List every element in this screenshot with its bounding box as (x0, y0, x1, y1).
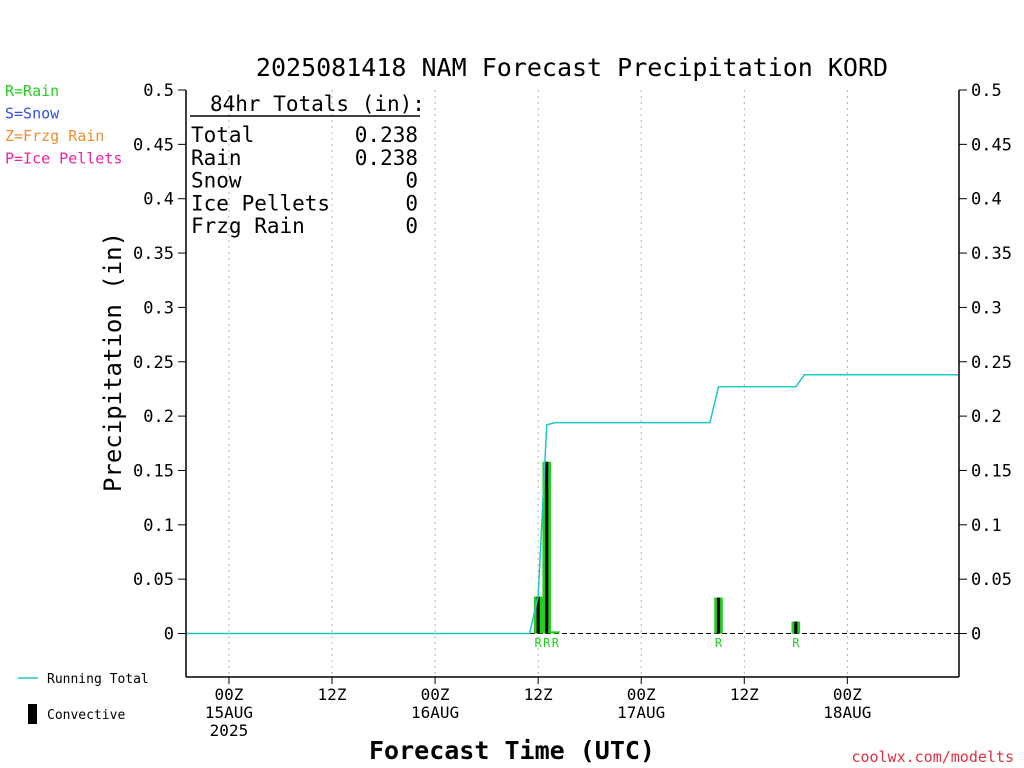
convective-bar (716, 597, 721, 634)
y-tick-label-right: 0.35 (971, 244, 1012, 264)
y-tick-label-right: 0.1 (971, 516, 1002, 536)
y-tick-label-right: 0.3 (971, 298, 1002, 318)
y-tick-label-right: 0.5 (971, 81, 1002, 101)
x-axis-label: Forecast Time (UTC) (369, 736, 655, 765)
x-tick-label: 18AUG (823, 703, 871, 722)
y-tick-label-left: 0.2 (143, 407, 174, 427)
y-tick-label-right: 0.4 (971, 190, 1002, 210)
ptype-legend-item: S=Snow (5, 105, 60, 123)
y-tick-label-right: 0.15 (971, 461, 1012, 481)
totals-row-label: Total (191, 123, 254, 147)
x-tick-label: 17AUG (617, 703, 665, 722)
x-tick-label: 00Z (421, 685, 450, 704)
x-tick-label: 00Z (214, 685, 243, 704)
legend-label: Convective (47, 708, 125, 723)
ptype-marker: R (543, 636, 551, 650)
y-tick-label-right: 0.2 (971, 407, 1002, 427)
convective-bar (545, 461, 549, 634)
x-tick-label: 00Z (833, 685, 862, 704)
axes-layer: 0 00.05 0.050.1 0.10.15 0.150.2 0.20.25 0.250.… (133, 81, 1012, 740)
y-tick-label-right: 0.25 (971, 353, 1012, 373)
legend-label: Running Total (47, 672, 149, 687)
y-tick-label-left: 0.1 (143, 516, 174, 536)
convective-bar (536, 596, 540, 634)
ptype-marker: R (792, 636, 800, 650)
totals-row-value: 0.238 (355, 146, 418, 170)
x-tick-label: 2025 (210, 721, 249, 740)
ptype-marker: R (535, 636, 543, 650)
totals-row-label: Rain (191, 146, 242, 170)
x-tick-label: 12Z (730, 685, 759, 704)
y-tick-label-right: 0.05 (971, 570, 1012, 590)
ptype-legend-item: P=Ice Pellets (5, 150, 122, 168)
totals-row-value: 0 (405, 191, 418, 215)
y-tick-label-left: 0.5 (143, 81, 174, 101)
ptype-legend-item: R=Rain (5, 82, 59, 100)
y-tick-label-left: 0.15 (133, 461, 174, 481)
y-tick-label-right: 0 (971, 625, 981, 645)
totals-row-label: Ice Pellets (191, 191, 330, 215)
x-tick-label: 12Z (318, 685, 347, 704)
credit-text: coolwx.com/modelts (851, 748, 1014, 766)
chart-title: 2025081418 NAM Forecast Precipitation KO… (256, 53, 888, 82)
x-tick-label: 00Z (627, 685, 656, 704)
y-tick-label-left: 0 (164, 625, 174, 645)
rain-bar (551, 631, 560, 634)
y-tick-label-left: 0.25 (133, 353, 174, 373)
totals-header: 84hr Totals (in): (210, 92, 425, 116)
totals-row-value: 0 (405, 214, 418, 238)
ptype-marker: R (715, 636, 723, 650)
totals-box: 84hr Totals (in): Total 0.238 Rain 0.238 Snow… (190, 92, 425, 238)
running-total-line (186, 374, 959, 635)
y-tick-label-right: 0.45 (971, 135, 1012, 155)
y-tick-label-left: 0.35 (133, 244, 174, 264)
totals-row-label: Snow (191, 169, 242, 193)
series-legend: Running Total Convective (18, 672, 149, 724)
convective-bar (794, 621, 798, 634)
ptype-marker: R (552, 636, 560, 650)
legend-swatch-bar (28, 704, 37, 724)
y-tick-label-left: 0.45 (133, 135, 174, 155)
y-tick-label-left: 0.05 (133, 570, 174, 590)
y-tick-label-left: 0.4 (143, 190, 174, 210)
x-tick-label: 16AUG (411, 703, 459, 722)
totals-row-label: Frzg Rain (191, 214, 305, 238)
x-tick-label: 12Z (524, 685, 553, 704)
totals-row-value: 0.238 (355, 123, 418, 147)
ptype-legend-item: Z=Frzg Rain (5, 127, 104, 145)
y-tick-label-left: 0.3 (143, 298, 174, 318)
ptype-legend: R=Rain S=Snow Z=Frzg Rain P=Ice Pellets (5, 82, 122, 168)
x-tick-label: 15AUG (205, 703, 253, 722)
y-axis-label: Precipitation (in) (99, 232, 127, 492)
totals-row-value: 0 (405, 169, 418, 193)
grid-layer (186, 90, 959, 677)
